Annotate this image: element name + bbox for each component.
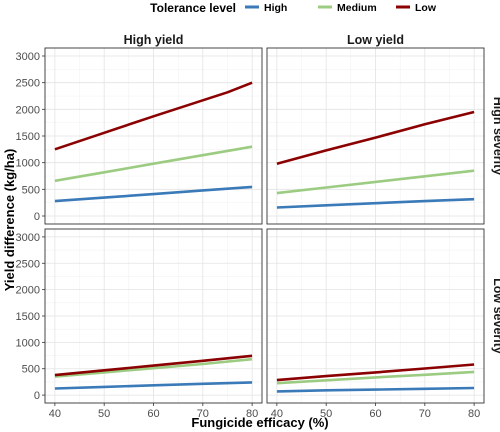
y-tick-label: 0 — [34, 211, 40, 223]
row-strip-label: High severity — [491, 97, 500, 176]
column-strip-label: Low yield — [347, 33, 404, 47]
y-tick-label: 2000 — [16, 104, 40, 116]
y-tick-label: 500 — [22, 184, 40, 196]
series-line-low — [54, 81, 253, 151]
series-line-medium — [54, 145, 253, 183]
legend-item-high: High — [245, 2, 287, 14]
y-tick-label: 1000 — [16, 158, 40, 170]
column-strip-label: High yield — [124, 33, 184, 47]
series-line-low — [54, 354, 253, 377]
y-axis-title: Yield difference (kg/ha) — [2, 149, 17, 292]
x-tick-label: 70 — [419, 408, 431, 420]
x-tick-label: 60 — [369, 408, 381, 420]
series-line-high — [276, 197, 475, 209]
y-tick-label: 2500 — [16, 78, 40, 90]
x-tick-label: 50 — [98, 408, 110, 420]
legend-item-medium: Medium — [318, 2, 377, 14]
series-line-high — [276, 386, 475, 393]
panel-1 — [266, 47, 485, 225]
legend: Tolerance level High Medium Low — [150, 1, 437, 15]
series-line-medium — [54, 357, 253, 378]
x-tick-label: 70 — [197, 408, 209, 420]
column-strip-0 — [45, 30, 262, 48]
series-line-low — [276, 363, 475, 382]
legend-label-medium: Medium — [337, 2, 377, 14]
x-tick-label: 50 — [320, 408, 332, 420]
series-line-low — [276, 110, 475, 165]
row-strip-label: Low severity — [491, 278, 500, 354]
x-axis-title: Fungicide efficacy (%) — [191, 415, 328, 430]
panel-3: 40 50 60 70 80 — [266, 228, 485, 420]
panel-grid: High yield Low yield High severity Low seve… — [16, 30, 500, 420]
series-line-high — [54, 185, 253, 203]
y-tick-label: 500 — [22, 364, 40, 376]
y-tick-label: 2500 — [16, 258, 40, 270]
legend-label-low: Low — [415, 2, 437, 14]
x-tick-label: 40 — [271, 408, 283, 420]
x-tick-label: 80 — [246, 408, 258, 420]
x-tick-label: 80 — [468, 408, 480, 420]
legend-label-high: High — [264, 2, 287, 14]
y-tick-label: 1000 — [16, 337, 40, 349]
column-strip-1 — [267, 30, 484, 48]
legend-item-low: Low — [396, 2, 437, 14]
series-line-medium — [276, 370, 475, 385]
series-line-high — [54, 381, 253, 390]
series-line-medium — [276, 169, 475, 195]
y-tick-label: 1500 — [16, 311, 40, 323]
y-tick-label: 3000 — [16, 232, 40, 244]
y-tick-label: 3000 — [16, 51, 40, 63]
x-tick-label: 40 — [49, 408, 61, 420]
y-tick-label: 0 — [34, 390, 40, 402]
y-tick-label: 2000 — [16, 285, 40, 297]
legend-title: Tolerance level — [150, 1, 236, 15]
panel-0: 0 500 1000 1500 2000 2500 3000 — [16, 47, 263, 225]
panel-border — [266, 47, 485, 225]
x-tick-label: 60 — [147, 408, 159, 420]
y-tick-label: 1500 — [16, 131, 40, 143]
panel-2: 0 500 1000 1500 2000 2500 3000 40 50 60 70 80 — [16, 228, 263, 420]
